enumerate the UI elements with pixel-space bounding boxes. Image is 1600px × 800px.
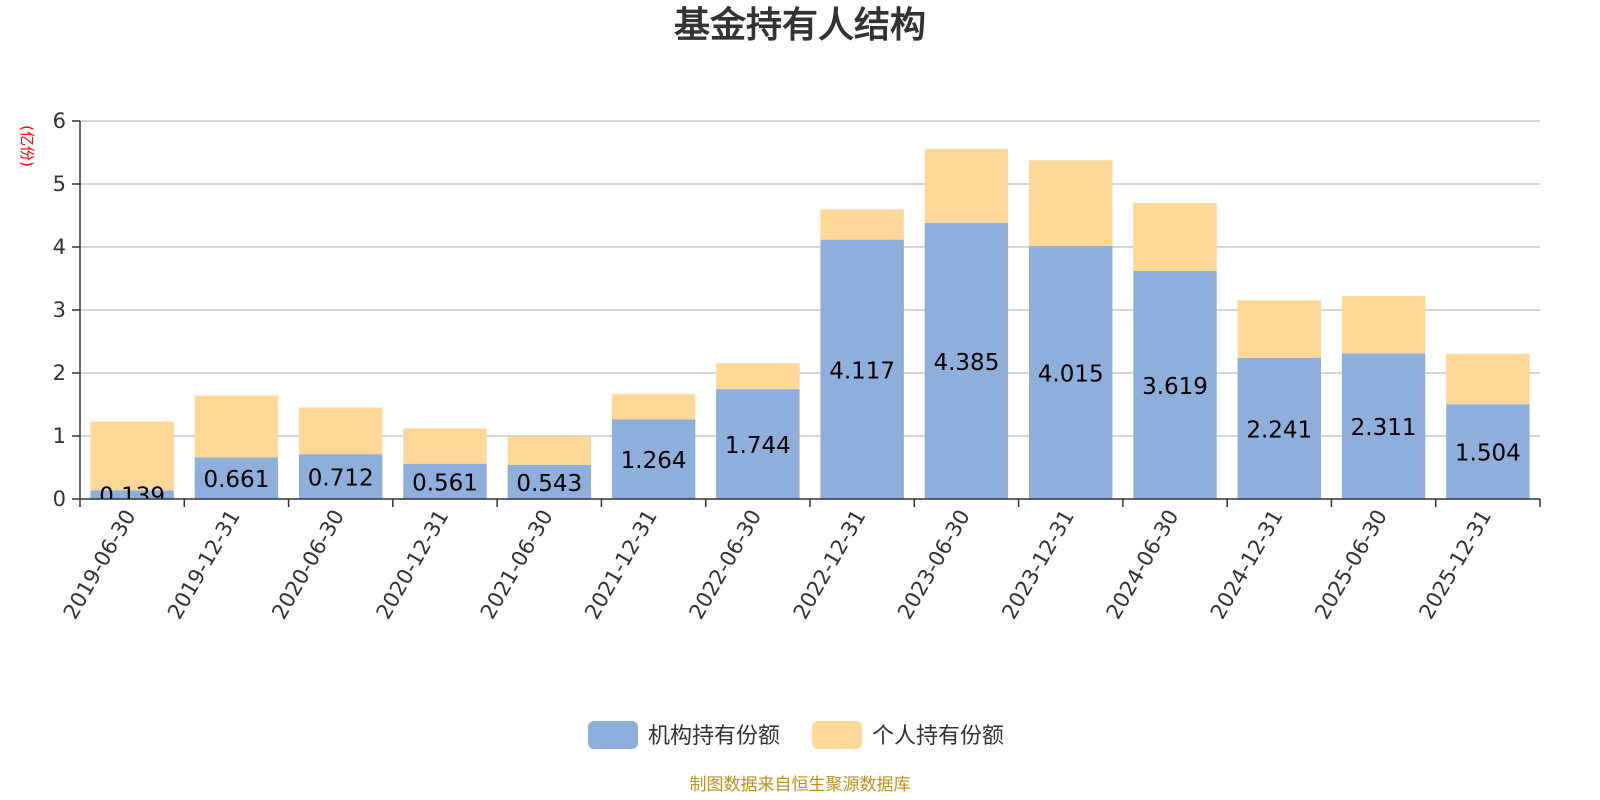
bar-institutional[interactable] [299,454,383,499]
legend-swatch-institutional[interactable] [588,721,638,749]
bar-individual[interactable] [1029,160,1113,247]
bar-individual[interactable] [820,209,904,240]
bar-value-label: 3.619 [1142,374,1208,400]
bar-institutional[interactable] [1029,246,1113,499]
x-tick-label: 2023-06-30 [893,506,975,624]
y-tick-label: 2 [53,361,66,385]
y-tick-label: 1 [53,424,66,448]
bars [90,149,1530,499]
bar-value-label: 0.561 [412,470,478,496]
bar-institutional[interactable] [1133,271,1217,499]
x-tick-label: 2022-06-30 [684,506,766,624]
bar-individual[interactable] [194,395,279,458]
bar-institutional[interactable] [611,419,696,499]
bar-value-label: 0.543 [516,471,582,497]
bar-value-label: 1.504 [1455,441,1521,467]
bar-individual[interactable] [1341,296,1426,354]
x-tick-label: 2025-06-30 [1310,506,1392,624]
x-tick-label: 2025-12-31 [1414,506,1496,624]
x-tick-label: 2022-12-31 [789,506,871,624]
bar-individual[interactable] [507,436,591,465]
bar-value-label: 4.015 [1038,362,1104,388]
bar-labels: 0.139 0.661 0.712 0.561 0.543 1.264 1.744 4.117… [99,350,1521,510]
x-tick-label: 2023-12-31 [997,506,1079,624]
legend: 机构持有份额 个人持有份额 [588,721,1004,749]
bar-value-label: 0.661 [203,467,269,493]
x-tick-label: 2019-06-30 [59,506,141,624]
bar-value-label: 1.744 [725,433,791,459]
bar-individual[interactable] [1237,300,1321,358]
chart-title: 基金持有人结构 [674,4,926,46]
bar-individual[interactable] [299,407,383,455]
y-axis-unit-label: (亿份) [18,125,36,167]
y-tick-label: 4 [53,235,66,259]
bar-individual[interactable] [611,394,696,420]
bar-institutional[interactable] [90,490,174,499]
bar-individual[interactable] [924,149,1009,223]
y-tick-label: 0 [53,487,66,511]
bar-institutional[interactable] [1446,404,1530,499]
bar-value-label: 0.139 [99,484,165,510]
x-tick-label: 2021-06-30 [476,506,558,624]
legend-label-individual[interactable]: 个人持有份额 [872,724,1004,749]
bar-institutional[interactable] [924,222,1009,499]
bar-value-label: 1.264 [621,448,687,474]
bar-individual[interactable] [1446,353,1530,405]
bar-institutional[interactable] [1341,353,1426,499]
bar-value-label: 4.385 [933,350,999,376]
bar-individual[interactable] [403,428,487,464]
x-tick-label: 2020-06-30 [267,506,349,624]
x-tick-label: 2019-12-31 [163,506,245,624]
bar-institutional[interactable] [507,464,591,499]
bar-value-label: 2.311 [1351,415,1417,441]
x-tick-label: 2024-06-30 [1102,506,1184,624]
legend-swatch-individual[interactable] [812,721,862,749]
y-tick-label: 5 [53,172,66,196]
bar-individual[interactable] [716,363,800,390]
bar-institutional[interactable] [194,457,279,499]
x-tick-label: 2020-12-31 [372,506,454,624]
bar-individual[interactable] [90,421,174,491]
bar-institutional[interactable] [820,239,904,499]
data-source-note: 制图数据来自恒生聚源数据库 [690,775,911,795]
x-tick-label: 2021-12-31 [580,506,662,624]
bar-value-label: 2.241 [1246,417,1312,443]
bar-individual[interactable] [1133,202,1217,272]
y-tick-label: 6 [53,109,66,133]
bar-value-label: 4.117 [829,358,895,384]
legend-label-institutional[interactable]: 机构持有份额 [648,724,780,749]
bar-value-label: 0.712 [308,466,374,492]
bar-institutional[interactable] [403,463,487,499]
x-tick-label: 2024-12-31 [1206,506,1288,624]
bar-institutional[interactable] [1237,357,1321,499]
y-tick-label: 3 [53,298,66,322]
bar-institutional[interactable] [716,389,800,499]
